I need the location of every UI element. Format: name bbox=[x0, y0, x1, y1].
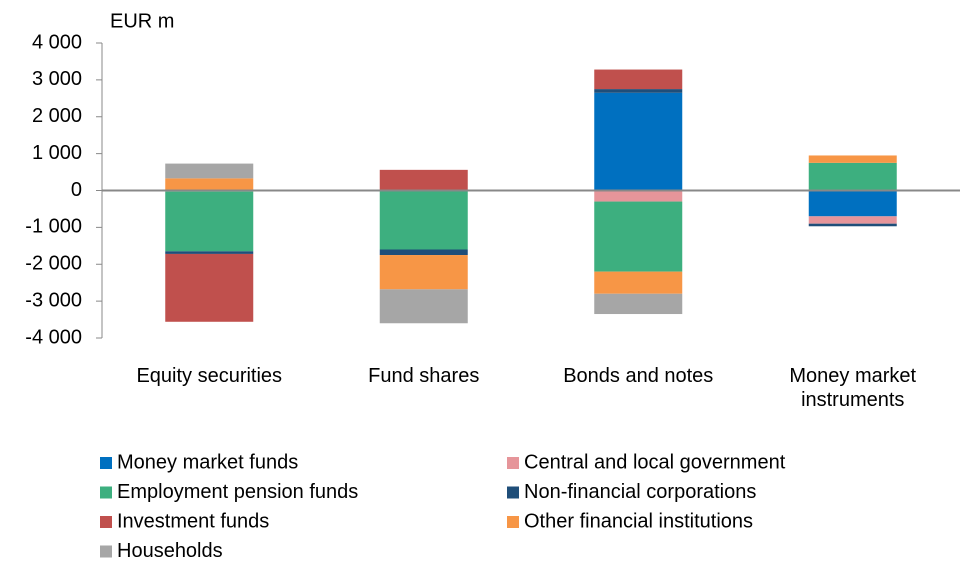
legend-swatch bbox=[507, 486, 519, 499]
legend-swatch bbox=[100, 486, 112, 499]
legend-swatch bbox=[507, 516, 519, 528]
bar-segment bbox=[808, 155, 897, 163]
bar-segment bbox=[379, 255, 468, 290]
y-tick-label: 0 bbox=[71, 179, 82, 201]
x-tick-label: Money market instruments bbox=[789, 365, 917, 411]
y-tick-label: -4 000 bbox=[25, 326, 82, 348]
bar-segment bbox=[594, 190, 683, 202]
x-tick-label: Bonds and notes bbox=[563, 365, 714, 387]
legend-label: Investment funds bbox=[117, 510, 269, 532]
bar-segment bbox=[165, 191, 254, 252]
bar-segment bbox=[808, 216, 897, 224]
bar-segment bbox=[165, 178, 254, 191]
bar-segment bbox=[165, 163, 254, 179]
bar-segment bbox=[594, 92, 683, 191]
bar-segment bbox=[165, 253, 254, 322]
bar-segment bbox=[594, 293, 683, 315]
bar-segment bbox=[379, 190, 468, 250]
legend-label: Non-financial corporations bbox=[524, 481, 756, 503]
bar-segment bbox=[379, 169, 468, 191]
legend-swatch bbox=[100, 457, 112, 469]
bar-segment bbox=[808, 162, 897, 191]
y-tick-label: 3 000 bbox=[32, 68, 82, 90]
y-tick-label: 4 000 bbox=[32, 31, 82, 53]
legend-swatch bbox=[100, 545, 112, 558]
bar-segment bbox=[594, 201, 683, 272]
legend-label: Other financial institutions bbox=[524, 510, 753, 532]
bar-segment bbox=[594, 69, 683, 90]
legend-label: Employment pension funds bbox=[117, 481, 358, 503]
bar-segment bbox=[808, 190, 897, 217]
bar-segment bbox=[808, 223, 897, 227]
bar-segment bbox=[379, 289, 468, 324]
legend-label: Households bbox=[117, 540, 223, 561]
x-tick-label: Equity securities bbox=[136, 365, 283, 387]
y-tick-label: -3 000 bbox=[25, 289, 82, 311]
bar-segment bbox=[594, 89, 683, 93]
bar-segment bbox=[594, 271, 683, 294]
y-tick-label: -1 000 bbox=[25, 216, 82, 238]
bar-segment bbox=[379, 249, 468, 256]
y-tick-label: -2 000 bbox=[25, 253, 82, 275]
x-tick-label: Fund shares bbox=[368, 365, 480, 387]
y-tick-label: 2 000 bbox=[32, 105, 82, 127]
legend-label: Central and local government bbox=[524, 451, 786, 473]
legend-label: Money market funds bbox=[117, 451, 298, 473]
legend-swatch bbox=[507, 457, 519, 469]
bar-segment bbox=[165, 251, 254, 254]
legend-swatch bbox=[100, 516, 112, 528]
y-tick-label: 1 000 bbox=[32, 142, 82, 164]
y-unit-label: EUR m bbox=[110, 10, 174, 32]
